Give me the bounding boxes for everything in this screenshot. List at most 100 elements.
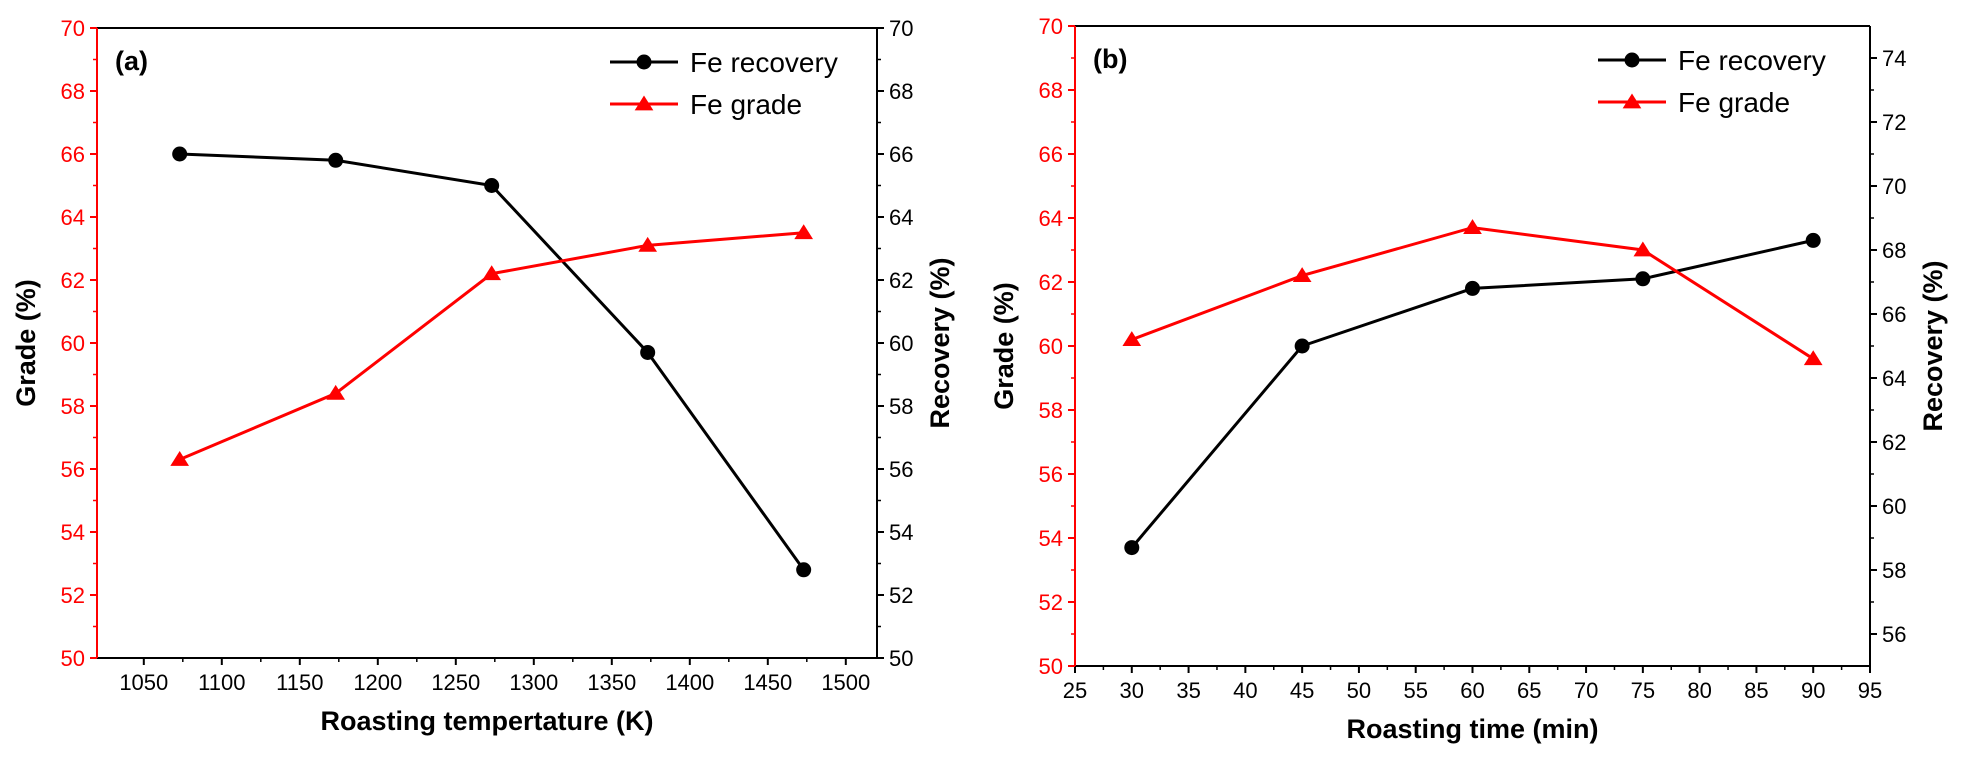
x-tick-label: 80 — [1687, 678, 1711, 703]
x-tick-label: 1350 — [587, 670, 636, 695]
y-right-tick-label: 50 — [889, 646, 913, 671]
y-left-tick-label: 62 — [1039, 270, 1063, 295]
legend-label: Fe recovery — [1678, 45, 1826, 76]
y-right-tick-label: 58 — [889, 394, 913, 419]
x-axis-title: Roasting time (min) — [1346, 714, 1598, 744]
y-left-tick-label: 54 — [61, 520, 85, 545]
panel-label: (a) — [115, 46, 148, 76]
legend-label: Fe grade — [1678, 87, 1790, 118]
legend-marker-triangle — [634, 95, 654, 111]
data-point-circle — [484, 178, 500, 193]
x-tick-label: 1150 — [276, 670, 323, 695]
x-tick-label: 35 — [1176, 678, 1200, 703]
y-right-tick-label: 66 — [1882, 302, 1906, 327]
y-right-tick-label: 54 — [889, 520, 913, 545]
y-right-tick-label: 72 — [1882, 110, 1906, 135]
y-left-tick-label: 62 — [61, 268, 85, 293]
data-point-triangle — [1803, 350, 1823, 366]
x-tick-label: 95 — [1858, 678, 1882, 703]
x-tick-label: 65 — [1517, 678, 1541, 703]
y-left-axis-title: Grade (%) — [989, 282, 1019, 410]
y-right-tick-label: 64 — [889, 205, 913, 230]
y-right-tick-label: 68 — [889, 79, 913, 104]
y-right-axis-title: Recovery (%) — [925, 257, 955, 428]
x-tick-label: 55 — [1403, 678, 1427, 703]
x-tick-label: 25 — [1063, 678, 1087, 703]
x-tick-label: 1300 — [509, 670, 558, 695]
legend-marker-circle — [1624, 52, 1640, 68]
y-right-tick-label: 70 — [889, 16, 913, 41]
x-tick-label: 70 — [1574, 678, 1598, 703]
x-tick-label: 45 — [1290, 678, 1314, 703]
y-right-tick-label: 58 — [1882, 558, 1906, 583]
chart-panel-1: 25 30 35 40 45 50 55 60 65 70 75 80 85 90 95 50 52 54 56 58… — [989, 14, 1948, 744]
y-left-tick-label: 68 — [1039, 78, 1063, 103]
y-right-tick-label: 56 — [889, 457, 913, 482]
legend-marker-circle — [636, 54, 652, 70]
y-left-tick-label: 50 — [61, 646, 85, 671]
series-line-fe-recovery — [179, 152, 805, 571]
legend-label: Fe grade — [690, 89, 802, 120]
y-left-tick-label: 64 — [61, 205, 85, 230]
x-tick-label: 50 — [1347, 678, 1371, 703]
y-left-tick-label: 52 — [1039, 590, 1063, 615]
data-point-triangle — [170, 451, 190, 466]
y-left-tick-label: 64 — [1039, 206, 1063, 231]
y-left-tick-label: 60 — [1039, 334, 1063, 359]
y-left-tick-label: 70 — [1039, 14, 1063, 39]
x-tick-label: 1100 — [198, 670, 245, 695]
legend-label: Fe recovery — [690, 47, 838, 78]
data-point-triangle — [482, 265, 502, 281]
y-right-tick-label: 56 — [1882, 622, 1906, 647]
x-tick-label: 1500 — [821, 670, 870, 695]
y-left-axis-title: Grade (%) — [11, 279, 41, 407]
y-right-tick-label: 60 — [889, 331, 913, 356]
y-left-tick-label: 66 — [61, 142, 85, 167]
x-axis-title: Roasting tempertature (K) — [320, 706, 653, 736]
y-left-tick-label: 54 — [1039, 526, 1063, 551]
chart-panel-0: 1050 1100 1150 1200 1250 1300 1350 1400 1450 1500… — [11, 16, 955, 736]
x-tick-label: 1250 — [431, 670, 480, 695]
data-point-triangle — [1122, 331, 1142, 346]
y-left-tick-label: 52 — [61, 583, 85, 608]
x-tick-label: 1450 — [743, 670, 792, 695]
x-tick-label: 1050 — [119, 670, 168, 695]
data-point-circle — [640, 344, 656, 360]
data-point-circle — [1124, 540, 1140, 556]
data-point-triangle — [1633, 241, 1653, 257]
data-point-triangle — [794, 224, 814, 240]
x-tick-label: 75 — [1631, 678, 1655, 703]
legend-marker-triangle — [1622, 93, 1642, 109]
data-point-triangle — [1292, 267, 1312, 282]
y-left-tick-label: 50 — [1039, 654, 1063, 679]
y-right-tick-label: 66 — [889, 142, 913, 167]
x-tick-label: 1400 — [665, 670, 714, 695]
y-right-axis-title: Recovery (%) — [1918, 260, 1948, 431]
data-point-triangle — [326, 384, 346, 400]
y-left-tick-label: 56 — [61, 457, 85, 482]
data-point-circle — [1635, 271, 1651, 287]
y-left-tick-label: 58 — [1039, 398, 1063, 423]
y-right-tick-label: 62 — [1882, 430, 1906, 455]
y-right-tick-label: 64 — [1882, 366, 1906, 391]
data-point-circle — [1294, 338, 1310, 354]
x-tick-label: 40 — [1233, 678, 1257, 703]
data-point-triangle — [638, 236, 658, 252]
y-left-tick-label: 56 — [1039, 462, 1063, 487]
y-left-tick-label: 68 — [61, 79, 85, 104]
x-tick-label: 1200 — [353, 670, 402, 695]
x-tick-label: 60 — [1460, 678, 1484, 703]
y-right-tick-label: 62 — [889, 268, 913, 293]
y-left-tick-label: 60 — [61, 331, 85, 356]
data-point-circle — [172, 146, 188, 162]
data-point-circle — [328, 152, 344, 168]
y-right-tick-label: 60 — [1882, 494, 1906, 519]
data-point-circle — [796, 562, 812, 578]
y-left-tick-label: 70 — [61, 16, 85, 41]
x-tick-label: 85 — [1744, 678, 1768, 703]
y-right-tick-label: 52 — [889, 583, 913, 608]
y-left-tick-label: 66 — [1039, 142, 1063, 167]
y-left-tick-label: 58 — [61, 394, 85, 419]
panel-label: (b) — [1093, 44, 1127, 74]
